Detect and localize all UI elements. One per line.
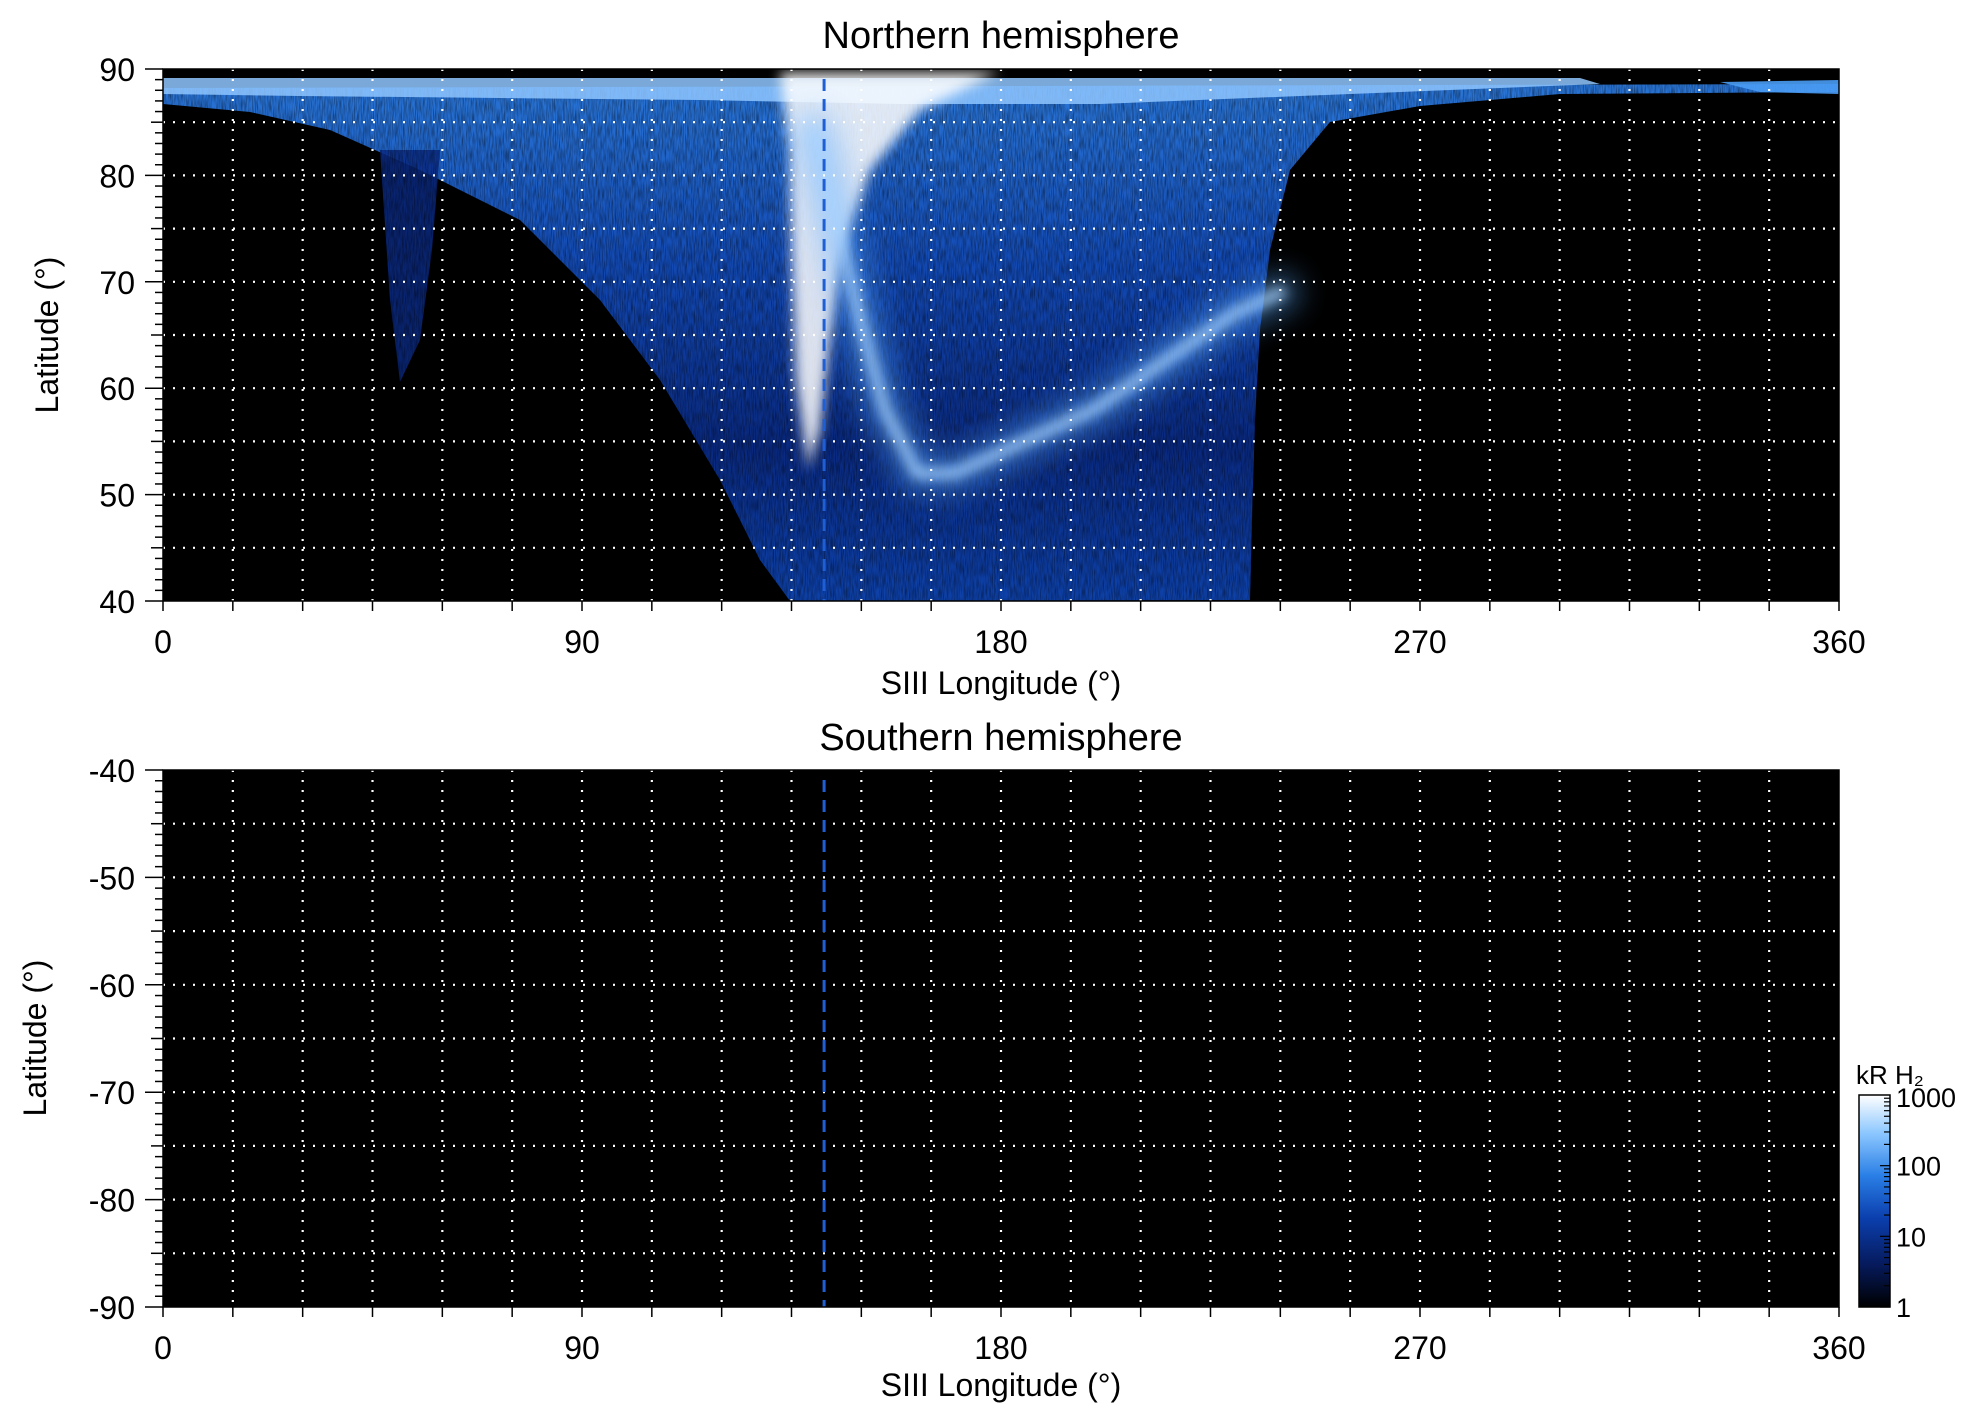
south-xlabel: SIII Longitude (°) [881, 1367, 1121, 1403]
y-tick-label: -60 [89, 968, 135, 1004]
x-tick-label: 270 [1393, 1330, 1446, 1366]
y-tick-label: 90 [99, 52, 135, 88]
north-emission-map [163, 69, 1839, 601]
colorbar-tick-label: 1 [1896, 1293, 1911, 1323]
x-tick-label: 180 [974, 624, 1027, 660]
x-tick-label: 0 [154, 624, 172, 660]
y-tick-label: -80 [89, 1183, 135, 1219]
auroral-oval-glow [794, 112, 1301, 494]
y-tick-label: 80 [99, 158, 135, 194]
x-tick-label: 360 [1812, 1330, 1865, 1366]
southern-hemisphere-panel: Southern hemisphere -90 -80 -70 -60 -50 -40 0… [17, 717, 1866, 1403]
y-tick-label: -40 [89, 753, 135, 789]
south-y-axis: -90 -80 -70 -60 -50 -40 [89, 753, 163, 1326]
north-y-axis: 40 50 60 70 80 90 [99, 52, 163, 620]
y-tick-label: 60 [99, 371, 135, 407]
emission-cap-right [1720, 80, 1839, 94]
x-tick-label: 0 [154, 1330, 172, 1366]
south-x-axis: 0 90 180 270 360 [154, 1307, 1866, 1366]
x-tick-label: 90 [564, 624, 600, 660]
x-tick-label: 180 [974, 1330, 1027, 1366]
emission-texture [163, 69, 1839, 601]
colorbar-tick-label: 100 [1896, 1152, 1941, 1182]
south-plot-background [163, 770, 1839, 1307]
northern-hemisphere-panel: Northern hemisphere 40 50 60 70 80 90 0 90 180 2… [29, 15, 1866, 701]
north-x-axis: 0 90 180 270 360 [154, 601, 1866, 660]
x-tick-label: 90 [564, 1330, 600, 1366]
y-tick-label: 40 [99, 584, 135, 620]
colorbar-gradient [1858, 1094, 1891, 1308]
colorbar-tick-label: 10 [1896, 1222, 1926, 1252]
colorbar-label: kR H₂ [1856, 1060, 1924, 1090]
south-title: Southern hemisphere [819, 717, 1182, 759]
colorbar-tick-label: 1000 [1896, 1083, 1956, 1113]
y-tick-label: -50 [89, 860, 135, 896]
y-tick-label: -90 [89, 1290, 135, 1326]
y-tick-label: 50 [99, 478, 135, 514]
x-tick-label: 270 [1393, 624, 1446, 660]
north-ylabel: Latitude (°) [29, 257, 65, 414]
x-tick-label: 360 [1812, 624, 1865, 660]
north-xlabel: SIII Longitude (°) [881, 665, 1121, 701]
colorbar-ticks: 1 10 100 1000 [1880, 1083, 1956, 1323]
north-title: Northern hemisphere [823, 15, 1180, 57]
south-ylabel: Latitude (°) [17, 960, 53, 1117]
y-tick-label: -70 [89, 1075, 135, 1111]
y-tick-label: 70 [99, 265, 135, 301]
colorbar: kR H₂ 1 10 100 1000 [1856, 1060, 1956, 1323]
